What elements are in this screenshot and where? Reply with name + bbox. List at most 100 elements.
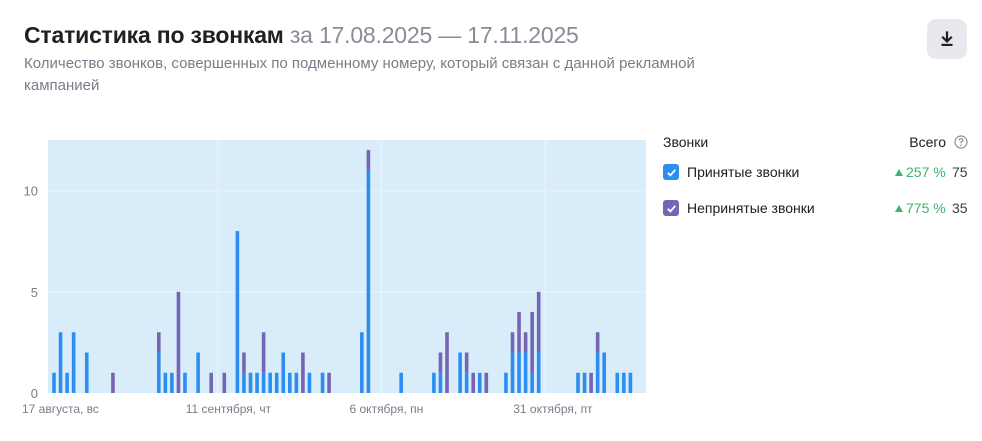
bar-accepted[interactable] bbox=[294, 372, 299, 393]
bar-accepted[interactable] bbox=[261, 372, 266, 393]
download-icon bbox=[941, 31, 953, 46]
bar-missed[interactable] bbox=[261, 332, 266, 373]
legend-panel: Звонки Всего Принятые звонки 257 % 75 Непри… bbox=[663, 130, 968, 226]
calls-chart: 0 5 10 17 августа, вс 11 сентября, чт 6 октя… bbox=[22, 140, 646, 416]
x-tick-label: 11 сентября, чт bbox=[186, 402, 272, 416]
bar-accepted[interactable] bbox=[268, 372, 272, 393]
bar-accepted[interactable] bbox=[360, 332, 364, 393]
checkmark-icon bbox=[666, 168, 676, 177]
bar-accepted[interactable] bbox=[255, 372, 259, 393]
bar-accepted[interactable] bbox=[438, 372, 443, 393]
legend-item-delta: 775 % bbox=[895, 200, 946, 216]
bar-accepted[interactable] bbox=[595, 352, 600, 393]
legend-header-label: Звонки bbox=[663, 134, 709, 150]
bar-accepted[interactable] bbox=[536, 352, 541, 393]
bar-missed[interactable] bbox=[445, 332, 449, 393]
bar-accepted[interactable] bbox=[163, 372, 168, 393]
title-text: Статистика по звонкам bbox=[24, 22, 284, 48]
bar-accepted[interactable] bbox=[170, 372, 174, 393]
bar-accepted[interactable] bbox=[196, 352, 200, 393]
bar-missed[interactable] bbox=[222, 372, 227, 393]
bar-accepted[interactable] bbox=[477, 372, 482, 393]
bar-accepted[interactable] bbox=[242, 372, 246, 393]
bar-missed[interactable] bbox=[536, 291, 541, 353]
bar-accepted[interactable] bbox=[320, 372, 325, 393]
bar-accepted[interactable] bbox=[576, 372, 580, 393]
legend-item[interactable]: Принятые звонки 257 % 75 bbox=[663, 154, 968, 190]
legend-item-delta-value: 775 % bbox=[906, 200, 946, 216]
bar-accepted[interactable] bbox=[582, 372, 587, 393]
bar-missed[interactable] bbox=[517, 312, 521, 353]
bar-missed[interactable] bbox=[523, 332, 528, 353]
bar-accepted[interactable] bbox=[183, 372, 187, 393]
legend-item-label: Принятые звонки bbox=[687, 164, 800, 180]
bar-missed[interactable] bbox=[438, 352, 443, 373]
y-tick-label: 5 bbox=[31, 285, 38, 300]
bar-accepted[interactable] bbox=[274, 372, 279, 393]
download-button[interactable] bbox=[927, 19, 967, 59]
y-tick-label: 0 bbox=[31, 386, 38, 401]
bar-missed[interactable] bbox=[242, 352, 246, 373]
bar-accepted[interactable] bbox=[71, 332, 76, 393]
page-title: Статистика по звонкам за 17.08.2025 — 17… bbox=[24, 18, 884, 52]
legend-item-delta-value: 257 % bbox=[906, 164, 946, 180]
bar-missed[interactable] bbox=[366, 150, 371, 171]
bar-accepted[interactable] bbox=[248, 372, 253, 393]
bar-accepted[interactable] bbox=[628, 372, 633, 393]
y-tick-label: 10 bbox=[24, 184, 38, 199]
bar-missed[interactable] bbox=[176, 291, 181, 393]
question-circle-icon[interactable] bbox=[954, 135, 968, 149]
bar-missed[interactable] bbox=[589, 372, 593, 393]
legend-total-label: Всего bbox=[909, 134, 946, 150]
bar-accepted[interactable] bbox=[84, 352, 89, 393]
bar-accepted[interactable] bbox=[523, 352, 528, 393]
bar-missed[interactable] bbox=[111, 372, 115, 393]
checkmark-icon bbox=[666, 204, 676, 213]
bar-accepted[interactable] bbox=[281, 352, 286, 393]
bar-accepted[interactable] bbox=[307, 372, 312, 393]
bar-missed[interactable] bbox=[484, 372, 489, 393]
legend-header: Звонки Всего bbox=[663, 130, 968, 154]
legend-item[interactable]: Непринятые звонки 775 % 35 bbox=[663, 190, 968, 226]
bar-accepted[interactable] bbox=[235, 231, 240, 393]
bar-accepted[interactable] bbox=[65, 372, 69, 393]
plot-area bbox=[48, 140, 646, 393]
bar-accepted[interactable] bbox=[510, 352, 515, 393]
bar-accepted[interactable] bbox=[288, 372, 292, 393]
legend-item-label: Непринятые звонки bbox=[687, 200, 815, 216]
bar-missed[interactable] bbox=[464, 352, 469, 373]
legend-checkbox[interactable] bbox=[663, 164, 679, 180]
bar-accepted[interactable] bbox=[504, 372, 508, 393]
x-tick-label: 6 октября, пн bbox=[350, 402, 424, 416]
bar-missed[interactable] bbox=[595, 332, 600, 353]
bar-accepted[interactable] bbox=[52, 372, 56, 393]
bar-missed[interactable] bbox=[471, 372, 475, 393]
bar-missed[interactable] bbox=[209, 372, 213, 393]
bar-accepted[interactable] bbox=[366, 170, 371, 393]
x-tick-label: 17 августа, вс bbox=[22, 402, 99, 416]
bar-accepted[interactable] bbox=[432, 372, 436, 393]
bar-accepted[interactable] bbox=[458, 352, 462, 393]
bar-missed[interactable] bbox=[301, 352, 305, 393]
bar-accepted[interactable] bbox=[622, 372, 626, 393]
bar-accepted[interactable] bbox=[58, 332, 63, 393]
bar-accepted[interactable] bbox=[464, 372, 469, 393]
bar-accepted[interactable] bbox=[157, 352, 161, 393]
bar-accepted[interactable] bbox=[615, 372, 620, 393]
page-subtitle: Количество звонков, совершенных по подме… bbox=[24, 55, 695, 94]
bar-missed[interactable] bbox=[510, 332, 515, 353]
bar-missed[interactable] bbox=[327, 372, 331, 393]
period-text: за 17.08.2025 — 17.11.2025 bbox=[289, 22, 579, 48]
bar-accepted[interactable] bbox=[517, 352, 521, 393]
bar-missed[interactable] bbox=[530, 312, 534, 373]
legend-total-header: Всего bbox=[909, 134, 968, 150]
bar-accepted[interactable] bbox=[602, 352, 606, 393]
report-header: Статистика по звонкам за 17.08.2025 — 17… bbox=[24, 18, 884, 97]
bar-accepted[interactable] bbox=[399, 372, 403, 393]
bar-accepted[interactable] bbox=[530, 372, 534, 393]
bar-missed[interactable] bbox=[157, 332, 161, 353]
legend-checkbox[interactable] bbox=[663, 200, 679, 216]
legend-item-total: 75 bbox=[952, 164, 968, 180]
legend-item-delta: 257 % bbox=[895, 164, 946, 180]
triangle-up-icon bbox=[895, 168, 903, 176]
